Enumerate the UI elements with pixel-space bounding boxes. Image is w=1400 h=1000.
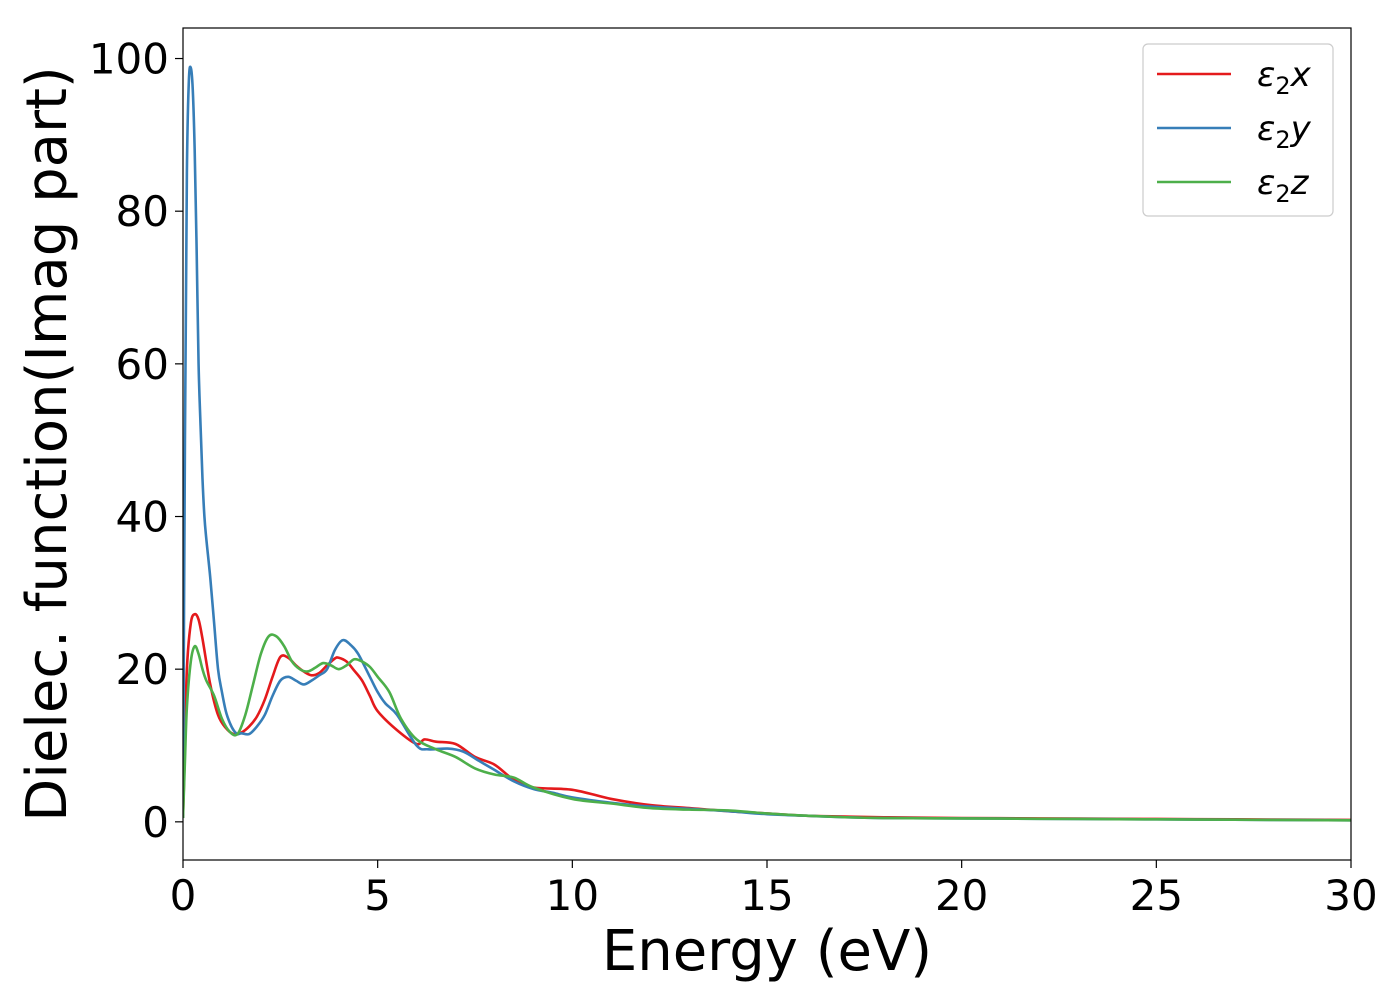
x-tick-label: 5 xyxy=(364,871,391,920)
x-tick-label: 20 xyxy=(935,871,988,920)
y-tick-label: 100 xyxy=(89,35,169,84)
x-tick-label: 10 xyxy=(546,871,599,920)
y-tick-label: 20 xyxy=(116,645,169,694)
legend-label-x: ε2x xyxy=(1257,55,1312,100)
x-axis: 0 5 10 15 20 25 30 xyxy=(170,860,1378,920)
y-axis-label: Dielec. function(Imag part) xyxy=(15,66,80,822)
x-tick-label: 0 xyxy=(170,871,197,920)
y-tick-label: 80 xyxy=(116,187,169,236)
series-line-z xyxy=(183,633,1351,822)
y-axis: 0 20 40 60 80 100 xyxy=(89,35,183,847)
legend-label-z: ε2z xyxy=(1257,163,1310,208)
legend: ε2x ε2y ε2z xyxy=(1142,43,1334,217)
y-tick-label: 0 xyxy=(142,798,169,847)
x-tick-label: 30 xyxy=(1324,871,1377,920)
x-tick-label: 25 xyxy=(1130,871,1183,920)
x-axis-label: Energy (eV) xyxy=(602,919,932,984)
legend-label-y: ε2y xyxy=(1257,109,1312,154)
y-tick-label: 40 xyxy=(116,493,169,542)
y-tick-label: 60 xyxy=(116,340,169,389)
legend-box xyxy=(1142,43,1334,217)
x-tick-label: 15 xyxy=(740,871,793,920)
